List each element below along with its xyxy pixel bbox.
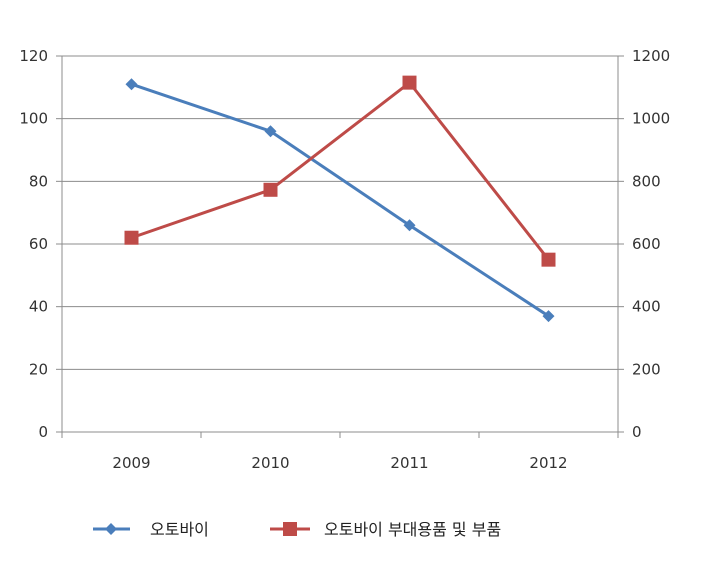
x-tick-label: 2009: [112, 454, 150, 472]
y-left-tick-label: 20: [29, 360, 48, 378]
y-left-tick-label: 120: [19, 47, 48, 65]
y-right-tick-label: 400: [632, 298, 661, 316]
legend-marker-diamond: [105, 523, 117, 535]
x-tick-label: 2010: [251, 454, 289, 472]
data-point-series-1: [263, 182, 278, 197]
data-point-series-1: [124, 230, 139, 245]
x-tick-label: 2011: [390, 454, 428, 472]
data-point-series-1: [402, 75, 417, 90]
y-right-tick-label: 1200: [632, 47, 670, 65]
y-left-tick-label: 40: [29, 298, 48, 316]
series-line-1: [131, 81, 550, 261]
legend-label-series-1: 오토바이 부대용품 및 부품: [324, 520, 501, 539]
x-axis-ticks: 2009 2010 2011 2012: [61, 432, 619, 472]
y-right-tick-label: 1000: [632, 110, 670, 128]
y-axis-left-ticks: 0 20 40 60 80 100 120: [19, 47, 62, 441]
legend-item-series-0: 오토바이: [93, 520, 209, 539]
y-left-tick-label: 80: [29, 172, 48, 190]
y-right-tick-label: 600: [632, 235, 661, 253]
data-point-series-0: [403, 219, 416, 232]
data-point-series-1: [541, 252, 556, 267]
series-layer: [124, 75, 556, 323]
series-line-0: [131, 82, 550, 318]
legend-label-series-0: 오토바이: [150, 520, 209, 539]
y-right-tick-label: 800: [632, 172, 661, 190]
legend-item-series-1: 오토바이 부대용품 및 부품: [270, 520, 501, 539]
data-point-series-0: [125, 78, 138, 91]
y-left-tick-label: 60: [29, 235, 48, 253]
gridlines: [62, 55, 618, 370]
data-point-series-0: [264, 125, 277, 138]
y-left-tick-label: 0: [38, 423, 48, 441]
y-left-tick-label: 100: [19, 110, 48, 128]
y-right-tick-label: 0: [632, 423, 642, 441]
legend: 오토바이 오토바이 부대용품 및 부품: [93, 520, 501, 539]
data-point-series-0: [542, 310, 555, 323]
y-axis-right-ticks: 0 200 400 600 800 1000 1200: [618, 47, 670, 441]
y-right-tick-label: 200: [632, 360, 661, 378]
x-tick-label: 2012: [529, 454, 567, 472]
legend-marker-square: [283, 522, 297, 536]
